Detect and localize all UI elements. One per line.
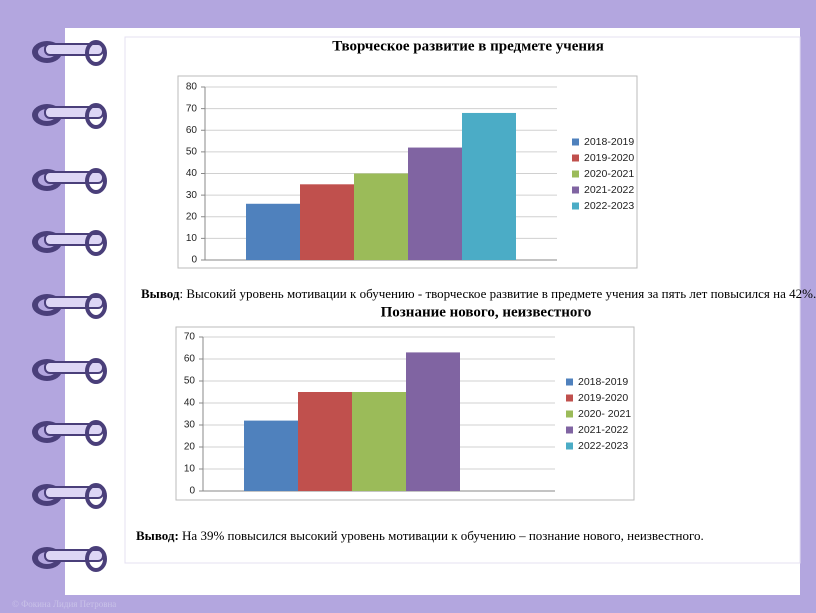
bar: [462, 112, 516, 260]
bar: [244, 420, 298, 491]
legend-label: 2018-2019: [578, 376, 628, 388]
y-tick-label: 20: [184, 442, 196, 453]
legend-label: 2022-2023: [584, 200, 634, 212]
y-tick-label: 80: [186, 82, 198, 93]
legend-swatch: [566, 410, 573, 418]
legend-label: 2021-2022: [584, 184, 634, 196]
ring-end: [85, 40, 107, 66]
legend-swatch: [566, 378, 573, 386]
ring-end: [85, 358, 107, 384]
bar: [246, 203, 300, 260]
legend-swatch: [566, 426, 573, 434]
conclusion-label: Вывод: [141, 286, 180, 301]
ring-end: [85, 546, 107, 572]
ring-bar: [44, 106, 104, 119]
ring-bar: [44, 423, 104, 436]
y-tick-label: 30: [186, 190, 198, 201]
legend-swatch: [566, 394, 573, 402]
ring-bar: [44, 171, 104, 184]
y-tick-label: 0: [191, 255, 197, 266]
ring-bar: [44, 486, 104, 499]
ring-end: [85, 483, 107, 509]
y-tick-label: 60: [186, 125, 198, 136]
conclusion-text: На 39% повысился высокий уровень мотивац…: [179, 528, 704, 543]
legend-swatch: [572, 186, 579, 194]
y-tick-label: 40: [186, 168, 198, 179]
legend-label: 2019-2020: [584, 152, 634, 164]
ring-bar: [44, 296, 104, 309]
bar: [300, 184, 354, 260]
ring-bar: [44, 233, 104, 246]
legend-label: 2019-2020: [578, 392, 628, 404]
spiral: [32, 40, 107, 572]
y-tick-label: 50: [184, 376, 196, 387]
y-tick-label: 40: [184, 398, 196, 409]
conclusion: Вывод: На 39% повысился высокий уровень …: [136, 528, 704, 543]
legend-swatch: [572, 138, 579, 146]
y-tick-label: 10: [184, 464, 196, 475]
bar: [352, 392, 406, 491]
y-tick-label: 20: [186, 211, 198, 222]
y-tick-label: 60: [184, 354, 196, 365]
legend-swatch: [572, 154, 579, 162]
legend-label: 2020-2021: [584, 168, 634, 180]
ring-bar: [44, 43, 104, 56]
y-tick-label: 70: [186, 103, 198, 114]
conclusion: Вывод: Высокий уровень мотивации к обуче…: [141, 286, 816, 301]
ring-bar: [44, 361, 104, 374]
ring-end: [85, 293, 107, 319]
bar: [354, 173, 408, 260]
legend-swatch: [572, 202, 579, 210]
footer: © Фокина Лидия Петровна: [12, 599, 116, 609]
y-tick-label: 0: [189, 486, 195, 497]
legend-swatch: [566, 442, 573, 450]
legend-label: 2018-2019: [584, 136, 634, 148]
y-tick-label: 30: [184, 420, 196, 431]
conclusion-text: : Высокий уровень мотивации к обучению -…: [179, 286, 816, 301]
ring-bar: [44, 549, 104, 562]
legend-label: 2021-2022: [578, 424, 628, 436]
bar: [298, 392, 352, 491]
legend-label: 2020- 2021: [578, 408, 631, 420]
y-tick-label: 50: [186, 147, 198, 158]
conclusion-label: Вывод:: [136, 528, 179, 543]
ring-end: [85, 168, 107, 194]
y-tick-label: 70: [184, 332, 196, 343]
legend-swatch: [572, 170, 579, 178]
bar: [408, 147, 462, 260]
ring-end: [85, 230, 107, 256]
legend-label: 2022-2023: [578, 440, 628, 452]
chart-title: Познание нового, неизвестного: [381, 304, 592, 320]
chart-title: Творческое развитие в предмете учения: [332, 38, 604, 54]
ring-end: [85, 420, 107, 446]
ring-end: [85, 103, 107, 129]
bar: [406, 352, 460, 491]
y-tick-label: 10: [186, 233, 198, 244]
